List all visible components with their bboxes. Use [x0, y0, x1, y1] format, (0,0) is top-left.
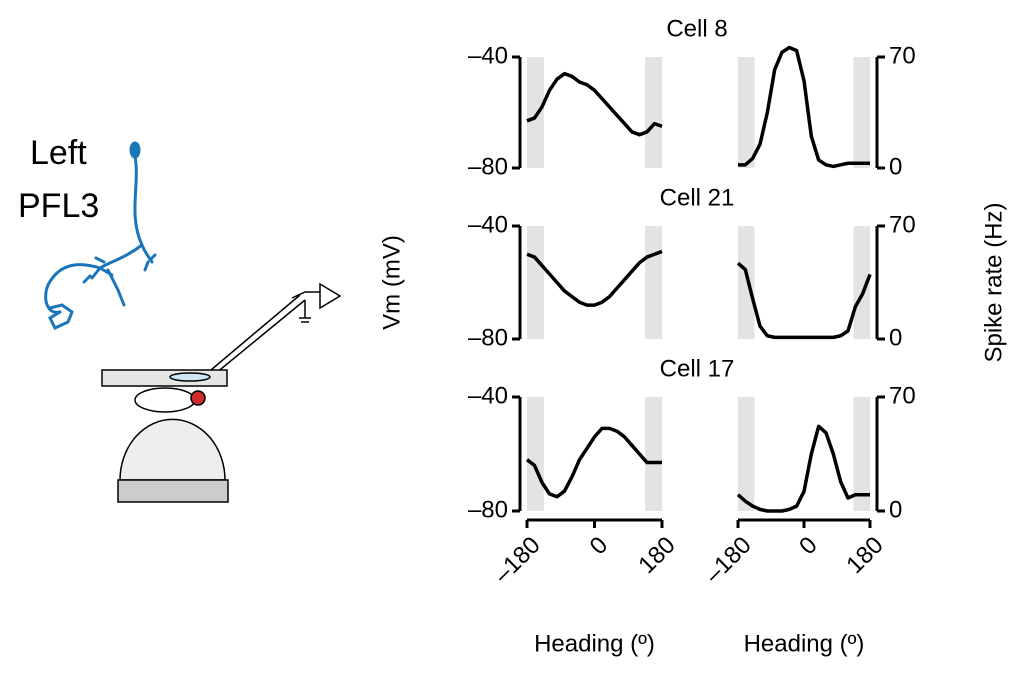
shaded-region — [738, 397, 755, 511]
panel-title: Cell 8 — [666, 15, 727, 42]
x-tick-label: –180 — [489, 532, 546, 589]
neuron — [44, 141, 157, 330]
rig — [101, 282, 342, 503]
y-tick-label: 70 — [889, 211, 916, 238]
y-tick-label: 0 — [889, 153, 902, 180]
panel-title: Cell 17 — [660, 355, 735, 382]
shaded-region — [527, 226, 544, 339]
y-tick-label: –80 — [468, 153, 508, 180]
shaded-region — [527, 57, 544, 168]
shaded-region — [527, 397, 544, 511]
x-tick-label: 180 — [633, 532, 680, 579]
data-line — [738, 45, 870, 169]
x-tick-label: 180 — [841, 532, 888, 579]
y-tick-label: –80 — [468, 496, 508, 523]
illustration: Left PFL3 — [18, 134, 342, 503]
x-tick-label: 0 — [585, 532, 614, 561]
data-line — [525, 426, 662, 499]
shaded-region — [853, 226, 870, 339]
shaded-region — [853, 397, 870, 511]
y-tick-label: 70 — [889, 42, 916, 69]
x-axis-label: Heading (º) — [534, 630, 655, 657]
y-axis-label: Vm (mV) — [378, 235, 405, 330]
data-line — [526, 71, 663, 137]
y-tick-label: –40 — [468, 42, 508, 69]
data-line — [526, 249, 663, 307]
shaded-region — [645, 57, 662, 168]
neuron-label: PFL3 — [18, 187, 99, 225]
shaded-region — [645, 226, 662, 339]
y-tick-label: –80 — [468, 324, 508, 351]
neuron-label: Left — [30, 134, 87, 172]
y-tick-label: 0 — [889, 324, 902, 351]
y-tick-label: 0 — [889, 496, 902, 523]
panel-title: Cell 21 — [660, 184, 735, 211]
y-tick-label: –40 — [468, 382, 508, 409]
data-line — [736, 261, 872, 340]
x-tick-label: 0 — [794, 532, 823, 561]
shaded-region — [645, 397, 662, 511]
shaded-region — [853, 57, 870, 168]
charts: –80 –40 Cell 8 0 70 –80 –40 Cell 21 Vm (mV) 0 70 Sp… — [378, 15, 1007, 657]
y-tick-label: 70 — [889, 382, 916, 409]
data-line — [736, 424, 870, 513]
x-axis-label: Heading (º) — [744, 630, 865, 657]
shaded-region — [738, 226, 755, 339]
y-tick-label: –40 — [468, 211, 508, 238]
y-axis-label: Spike rate (Hz) — [980, 202, 1007, 362]
x-tick-label: –180 — [700, 532, 757, 589]
shaded-region — [738, 57, 755, 168]
